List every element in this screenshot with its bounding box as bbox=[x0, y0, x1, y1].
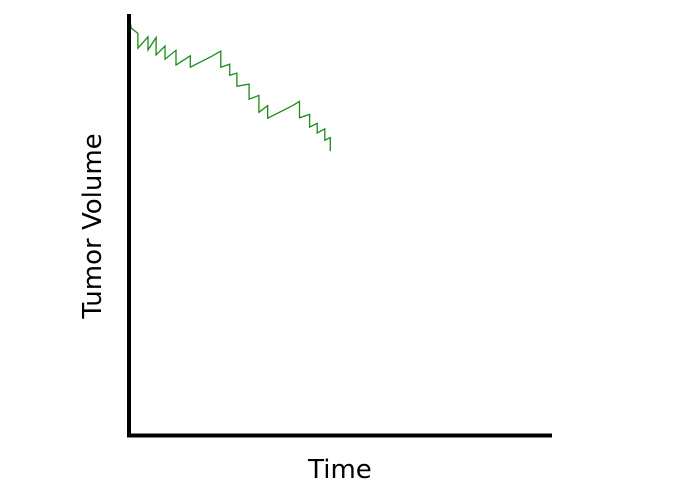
y-axis-label: Tumor Volume bbox=[78, 133, 108, 319]
series-line-0 bbox=[128, 13, 331, 152]
x-axis-label: Time bbox=[307, 455, 372, 485]
series-layer bbox=[128, 13, 331, 152]
